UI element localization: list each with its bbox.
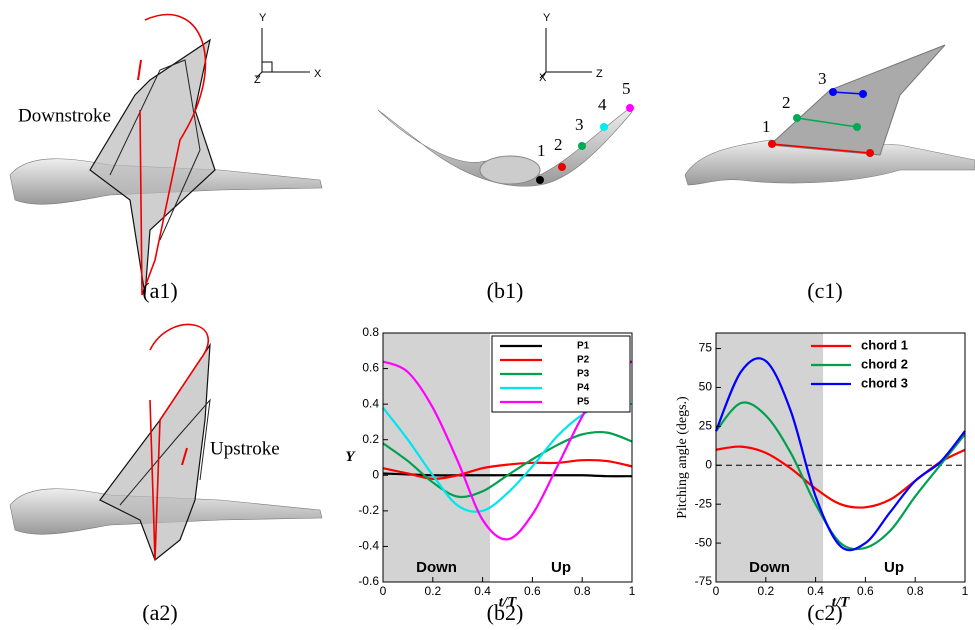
phase-label: Down xyxy=(749,559,790,576)
phase-label: Up xyxy=(884,559,904,576)
upstroke-label: Upstroke xyxy=(210,438,280,459)
plot-frame xyxy=(382,332,633,583)
point-label: 2 xyxy=(782,93,791,112)
legend-label: P4 xyxy=(577,383,590,394)
point-label: 4 xyxy=(598,95,607,114)
legend-label: chord 1 xyxy=(861,337,908,352)
x-tick-label: 0.6 xyxy=(857,584,874,598)
panel-label: (c1) xyxy=(807,278,842,303)
point-label: 1 xyxy=(762,117,771,136)
x-tick-label: 0.8 xyxy=(907,584,924,598)
downstroke-label: Downstroke xyxy=(18,105,111,126)
legend-label: P5 xyxy=(577,397,590,408)
phase-label: Up xyxy=(551,559,571,576)
legend-label: P3 xyxy=(577,369,590,380)
legend-label: chord 3 xyxy=(861,375,908,390)
y-tick-label: 0.6 xyxy=(362,361,379,375)
legend-label: chord 2 xyxy=(861,356,908,371)
y-tick-label: -0.2 xyxy=(358,503,379,517)
y-tick-label: -50 xyxy=(695,535,713,549)
point-label: 2 xyxy=(554,135,563,154)
series-line xyxy=(715,401,966,551)
x-axis-label: t/T xyxy=(832,594,850,610)
axis-z-b1: Z xyxy=(596,68,603,80)
manta-c1 xyxy=(684,44,975,186)
x-tick-label: 0 xyxy=(380,584,387,598)
y-tick-label: -75 xyxy=(695,574,713,588)
y-tick-label: 25 xyxy=(699,419,713,433)
point-label: 3 xyxy=(575,115,584,134)
panel-label: (b2) xyxy=(487,600,524,625)
panel-label: (b1) xyxy=(487,278,524,303)
x-axis-label: t/T xyxy=(499,594,517,610)
y-tick-label: 50 xyxy=(699,380,713,394)
legend-label: P2 xyxy=(577,355,590,366)
series-line xyxy=(382,430,633,499)
x-tick-label: 0.4 xyxy=(807,584,824,598)
point-label: 5 xyxy=(622,79,631,98)
axis-x-a1: X xyxy=(314,68,322,80)
panel-label: (a1) xyxy=(142,278,177,303)
shaded-region xyxy=(716,333,824,582)
phase-label: Down xyxy=(416,559,457,576)
y-tick-label: 0 xyxy=(372,467,379,481)
x-tick-label: 0.2 xyxy=(424,584,441,598)
y-tick-label: 75 xyxy=(699,341,713,355)
series-line xyxy=(714,357,966,552)
y-tick-label: 0.4 xyxy=(362,396,379,410)
panel-label: (c2) xyxy=(807,600,842,625)
panel-label: (a2) xyxy=(142,600,177,625)
y-tick-label: 0.8 xyxy=(362,325,379,339)
axis-x-b1: X xyxy=(539,72,547,84)
x-tick-label: 0 xyxy=(713,584,720,598)
axes-glyph-b1 xyxy=(539,28,592,79)
manta-b1 xyxy=(377,104,634,187)
manta-a2 xyxy=(9,323,323,561)
y-axis-label: Pitching angle (degs.) xyxy=(675,396,690,519)
y-tick-label: 0 xyxy=(705,457,712,471)
x-tick-label: 1 xyxy=(962,584,969,598)
y-tick-label: -0.4 xyxy=(358,539,379,553)
axes-glyph-a1 xyxy=(255,28,310,79)
y-axis-label: Y xyxy=(345,449,356,465)
y-tick-label: 0.2 xyxy=(362,432,379,446)
x-tick-label: 1 xyxy=(629,584,636,598)
x-tick-label: 0.8 xyxy=(574,584,591,598)
point-label: 1 xyxy=(537,141,546,160)
manta-a1 xyxy=(9,13,323,296)
y-tick-label: -0.6 xyxy=(358,574,379,588)
axis-y-a1: Y xyxy=(259,12,267,24)
legend-label: P1 xyxy=(577,341,590,352)
shaded-region xyxy=(383,333,491,582)
y-tick-label: -25 xyxy=(695,496,713,510)
x-tick-label: 0.6 xyxy=(524,584,541,598)
axis-z-a1: Z xyxy=(254,74,261,86)
plot-frame xyxy=(715,332,966,583)
point-label: 3 xyxy=(818,69,827,88)
x-tick-label: 0.4 xyxy=(474,584,491,598)
x-tick-label: 0.2 xyxy=(757,584,774,598)
axis-y-b1: Y xyxy=(543,12,551,24)
